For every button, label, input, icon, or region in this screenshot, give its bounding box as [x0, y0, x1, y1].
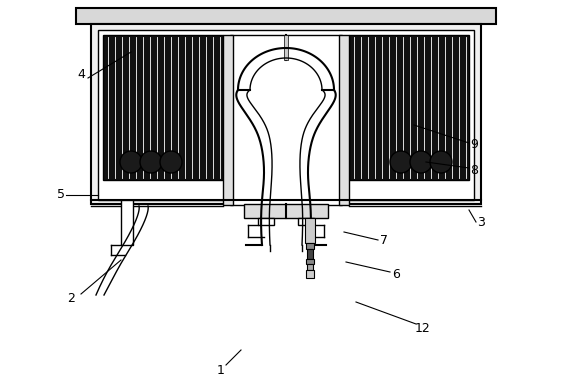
Circle shape	[410, 151, 432, 173]
Circle shape	[160, 151, 182, 173]
Circle shape	[120, 151, 142, 173]
Bar	[349, 35, 469, 180]
Bar	[223, 35, 233, 205]
Bar	[121, 200, 133, 245]
Text: 4: 4	[77, 68, 85, 81]
Text: 5: 5	[57, 188, 65, 201]
Bar	[339, 35, 349, 205]
Bar	[307, 249, 313, 259]
Text: 9: 9	[470, 139, 478, 151]
Text: 8: 8	[470, 164, 478, 176]
Text: 3: 3	[477, 215, 485, 229]
Bar	[98, 30, 474, 200]
Text: 12: 12	[415, 322, 431, 335]
Text: 6: 6	[392, 269, 400, 281]
Bar	[103, 35, 223, 180]
Bar	[305, 218, 315, 243]
Text: 1: 1	[217, 364, 225, 376]
Bar	[230, 35, 342, 205]
Bar	[91, 24, 481, 204]
Circle shape	[140, 151, 162, 173]
Bar	[298, 218, 314, 225]
Bar	[306, 259, 314, 264]
Bar	[307, 264, 313, 270]
Text: 7: 7	[380, 234, 388, 247]
Text: 2: 2	[67, 291, 75, 305]
Bar	[306, 270, 314, 278]
Bar	[258, 218, 274, 225]
Bar	[76, 8, 496, 24]
Bar	[284, 35, 288, 60]
Circle shape	[430, 151, 452, 173]
Bar	[306, 243, 314, 249]
Bar	[244, 204, 328, 218]
Circle shape	[390, 151, 412, 173]
